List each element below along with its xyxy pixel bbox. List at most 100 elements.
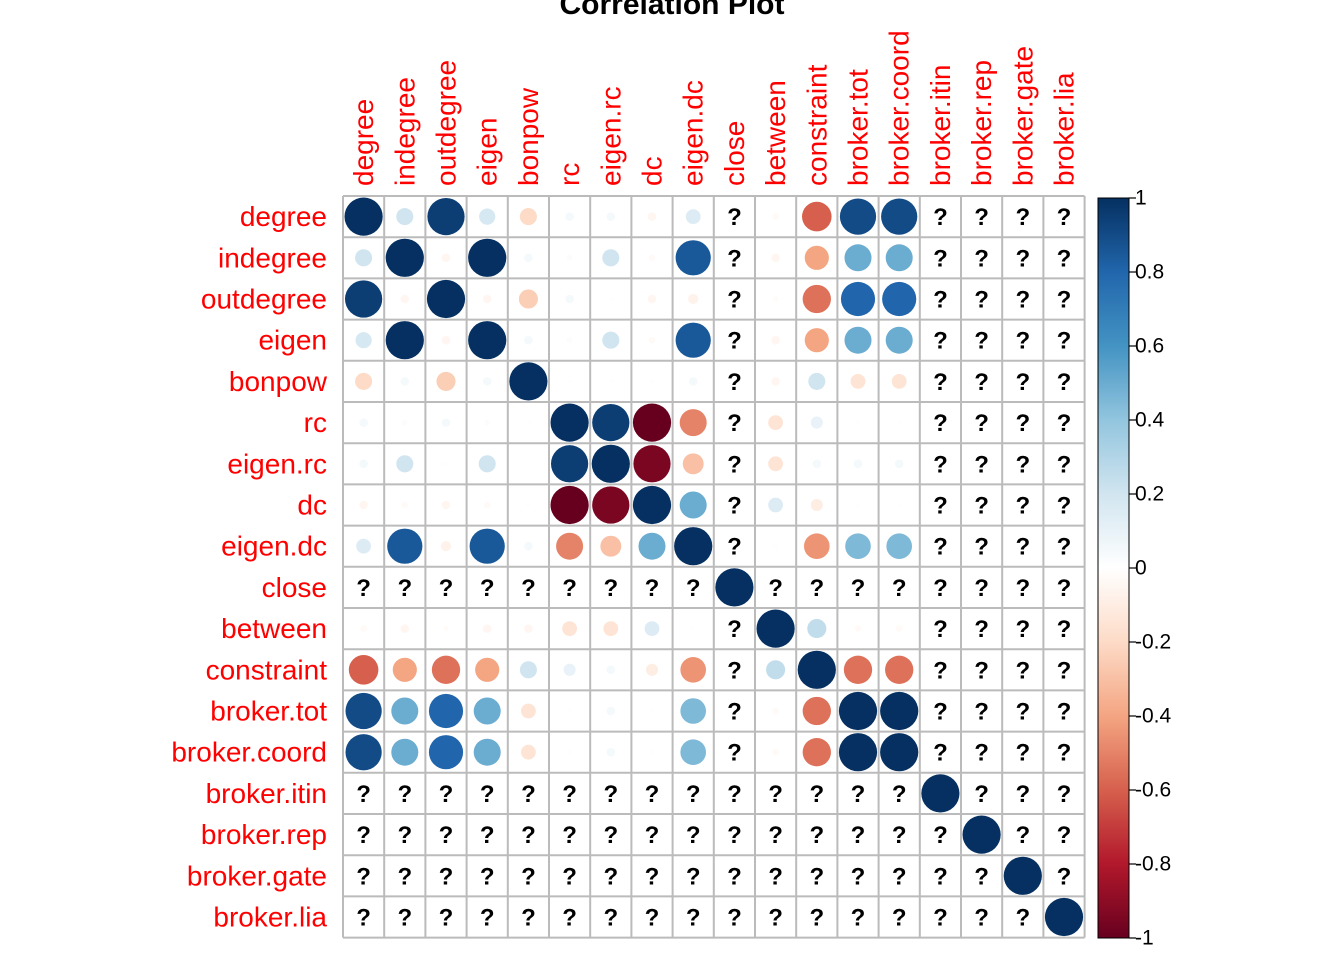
missing-value-mark: ? (603, 781, 618, 808)
column-label: constraint (801, 64, 832, 186)
missing-value-mark: ? (727, 328, 742, 355)
correlation-circle (359, 459, 368, 469)
color-legend-tick-label: 0.2 (1135, 483, 1164, 506)
correlation-circle (606, 747, 616, 757)
correlation-circle (400, 624, 410, 633)
missing-value-mark: ? (892, 822, 907, 849)
missing-value-mark: ? (1015, 699, 1030, 726)
row-label: indegree (218, 242, 327, 273)
correlation-circle (526, 461, 531, 466)
missing-value-mark: ? (727, 410, 742, 437)
correlation-circle (565, 294, 574, 304)
correlation-circle (526, 503, 531, 507)
missing-value-mark: ? (521, 575, 536, 602)
missing-value-mark: ? (809, 905, 824, 932)
correlation-circle (838, 691, 878, 731)
correlation-circle (441, 500, 451, 510)
correlation-circle (444, 461, 448, 466)
missing-value-mark: ? (1015, 657, 1030, 684)
correlation-circle (772, 707, 779, 715)
missing-value-mark: ? (768, 863, 783, 890)
column-label: dc (637, 156, 668, 186)
missing-value-mark: ? (727, 740, 742, 767)
correlation-circle (606, 706, 616, 716)
correlation-circle (768, 497, 783, 513)
column-label: rc (554, 163, 585, 186)
missing-value-mark: ? (1015, 616, 1030, 643)
missing-value-mark: ? (480, 863, 495, 890)
missing-value-mark: ? (1057, 369, 1072, 396)
correlation-circle (650, 709, 654, 713)
missing-value-mark: ? (645, 575, 660, 602)
missing-value-mark: ? (727, 616, 742, 643)
missing-value-mark: ? (686, 905, 701, 932)
correlation-circle (802, 201, 832, 232)
correlation-circle (638, 532, 666, 560)
missing-value-mark: ? (727, 657, 742, 684)
color-legend-tick-label: 0.4 (1135, 409, 1165, 432)
missing-value-mark: ? (356, 822, 371, 849)
correlation-circle (360, 625, 367, 632)
missing-value-mark: ? (439, 863, 454, 890)
correlation-circle (810, 498, 823, 512)
missing-value-mark: ? (397, 575, 412, 602)
missing-value-mark: ? (1057, 328, 1072, 355)
correlation-circle (509, 362, 548, 401)
missing-value-mark: ? (933, 451, 948, 478)
correlation-circle (766, 660, 786, 680)
column-label: broker.lia (1049, 72, 1080, 186)
missing-value-mark: ? (521, 781, 536, 808)
missing-value-mark: ? (1015, 287, 1030, 314)
missing-value-mark: ? (974, 616, 989, 643)
correlation-circle (345, 692, 382, 730)
correlation-circle (715, 568, 754, 607)
missing-value-mark: ? (974, 781, 989, 808)
correlation-circle (431, 655, 461, 684)
missing-value-mark: ? (974, 451, 989, 478)
missing-value-mark: ? (1015, 905, 1030, 932)
correlation-circle (385, 238, 424, 277)
missing-value-mark: ? (356, 905, 371, 932)
missing-value-mark: ? (851, 781, 866, 808)
column-label: eigen (472, 117, 503, 186)
correlation-circle (478, 455, 496, 473)
correlation-circle (921, 774, 960, 813)
correlation-circle (441, 335, 451, 345)
correlation-circle (469, 528, 505, 564)
missing-value-mark: ? (686, 822, 701, 849)
missing-value-mark: ? (397, 822, 412, 849)
correlation-circle (1044, 897, 1084, 937)
correlation-circle (885, 244, 913, 272)
correlation-circle (688, 377, 698, 386)
correlation-circle (807, 619, 827, 639)
color-legend-tick-label: 0 (1135, 557, 1147, 580)
correlation-circle (802, 738, 831, 767)
correlation-circle (682, 453, 704, 475)
correlation-circle (355, 249, 373, 267)
missing-value-mark: ? (809, 822, 824, 849)
missing-value-mark: ? (727, 863, 742, 890)
row-label: broker.itin (206, 778, 327, 809)
missing-value-mark: ? (1057, 534, 1072, 561)
column-label: close (719, 121, 750, 186)
correlation-circle (567, 750, 572, 755)
missing-value-mark: ? (439, 905, 454, 932)
correlation-circle (891, 374, 907, 389)
correlation-circle (475, 657, 500, 682)
correlation-circle (771, 335, 780, 345)
missing-value-mark: ? (562, 822, 577, 849)
correlation-circle (772, 213, 779, 220)
correlation-circle (387, 528, 423, 564)
missing-value-mark: ? (974, 657, 989, 684)
correlation-circle (524, 541, 533, 551)
correlation-circle (894, 459, 904, 469)
correlation-circle (804, 245, 829, 270)
missing-value-mark: ? (892, 863, 907, 890)
column-label: indegree (389, 77, 420, 186)
correlation-circle (565, 212, 574, 221)
missing-value-mark: ? (562, 905, 577, 932)
missing-value-mark: ? (1057, 287, 1072, 314)
correlation-circle (882, 281, 917, 317)
correlation-circle (772, 748, 779, 756)
